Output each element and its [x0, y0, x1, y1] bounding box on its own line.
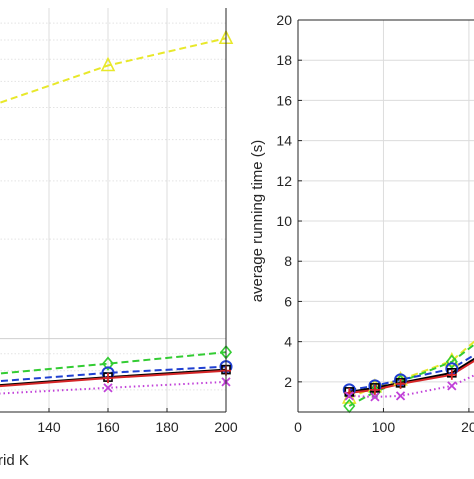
left-series-5-point: [103, 383, 113, 393]
left-axes: 140 160 180 200: [0, 8, 238, 435]
right-series-4-point: [446, 369, 457, 380]
right-series-5-point-b: [344, 391, 354, 401]
right-y-tick-label: 20: [276, 12, 292, 28]
right-y-tick-label: 10: [276, 213, 292, 229]
right-x-tick-label: 100: [372, 419, 396, 435]
right-series-5-point: [447, 381, 457, 391]
left-x-tick-label: 180: [155, 419, 179, 435]
left-plot: 140 160 180 200 rid K: [0, 8, 238, 469]
right-x-tick-label: 0: [294, 419, 302, 435]
right-series-5-point: [370, 392, 380, 402]
left-x-tick-label: 200: [214, 419, 238, 435]
right-series-0-line: [348, 340, 474, 399]
left-series-1-line: [0, 351, 227, 375]
right-series-1-point: [445, 354, 458, 369]
right-plot: 2 4 6 8 10 12 14 16 18 20 0 100 20 average running t…: [249, 12, 474, 435]
left-series-5-point-b: [103, 383, 113, 393]
left-x-tick-label: 160: [96, 419, 120, 435]
right-series-0-point: [341, 389, 357, 404]
left-x-tick-label: 140: [37, 419, 61, 435]
right-y-tick-label: 8: [284, 253, 292, 269]
right-series: [341, 340, 474, 414]
right-series-5-point: [395, 391, 406, 401]
right-y-tick-label: 2: [284, 374, 292, 390]
right-y-tick-label: 16: [276, 92, 292, 108]
right-series-5-point-b: [370, 392, 380, 402]
right-series-5-point-b: [447, 381, 457, 391]
right-axes: 2 4 6 8 10 12 14 16 18 20 0 100 20: [276, 12, 474, 435]
right-series-5-point-b: [395, 391, 406, 401]
left-series-2-line: [0, 365, 227, 383]
left-series-4-point: [103, 373, 113, 384]
right-y-axis-label: average running time (s): [249, 140, 266, 303]
left-series-0-point: [100, 56, 116, 72]
right-y-tick-label: 6: [284, 293, 292, 309]
left-x-axis-label: rid K: [0, 452, 29, 469]
right-series-4-point: [395, 378, 406, 389]
right-y-tick-label: 14: [276, 133, 292, 149]
right-y-tick-label: 12: [276, 173, 292, 189]
right-series-2-line: [349, 353, 474, 391]
right-x-tick-label: 20: [461, 419, 474, 435]
right-y-tick-label: 18: [276, 52, 292, 68]
right-y-tick-label: 4: [284, 334, 292, 350]
right-series-4-point: [369, 384, 380, 395]
left-series-0-line: [0, 37, 227, 104]
left-series-1-point: [101, 356, 115, 371]
right-series-5-point: [344, 391, 354, 401]
